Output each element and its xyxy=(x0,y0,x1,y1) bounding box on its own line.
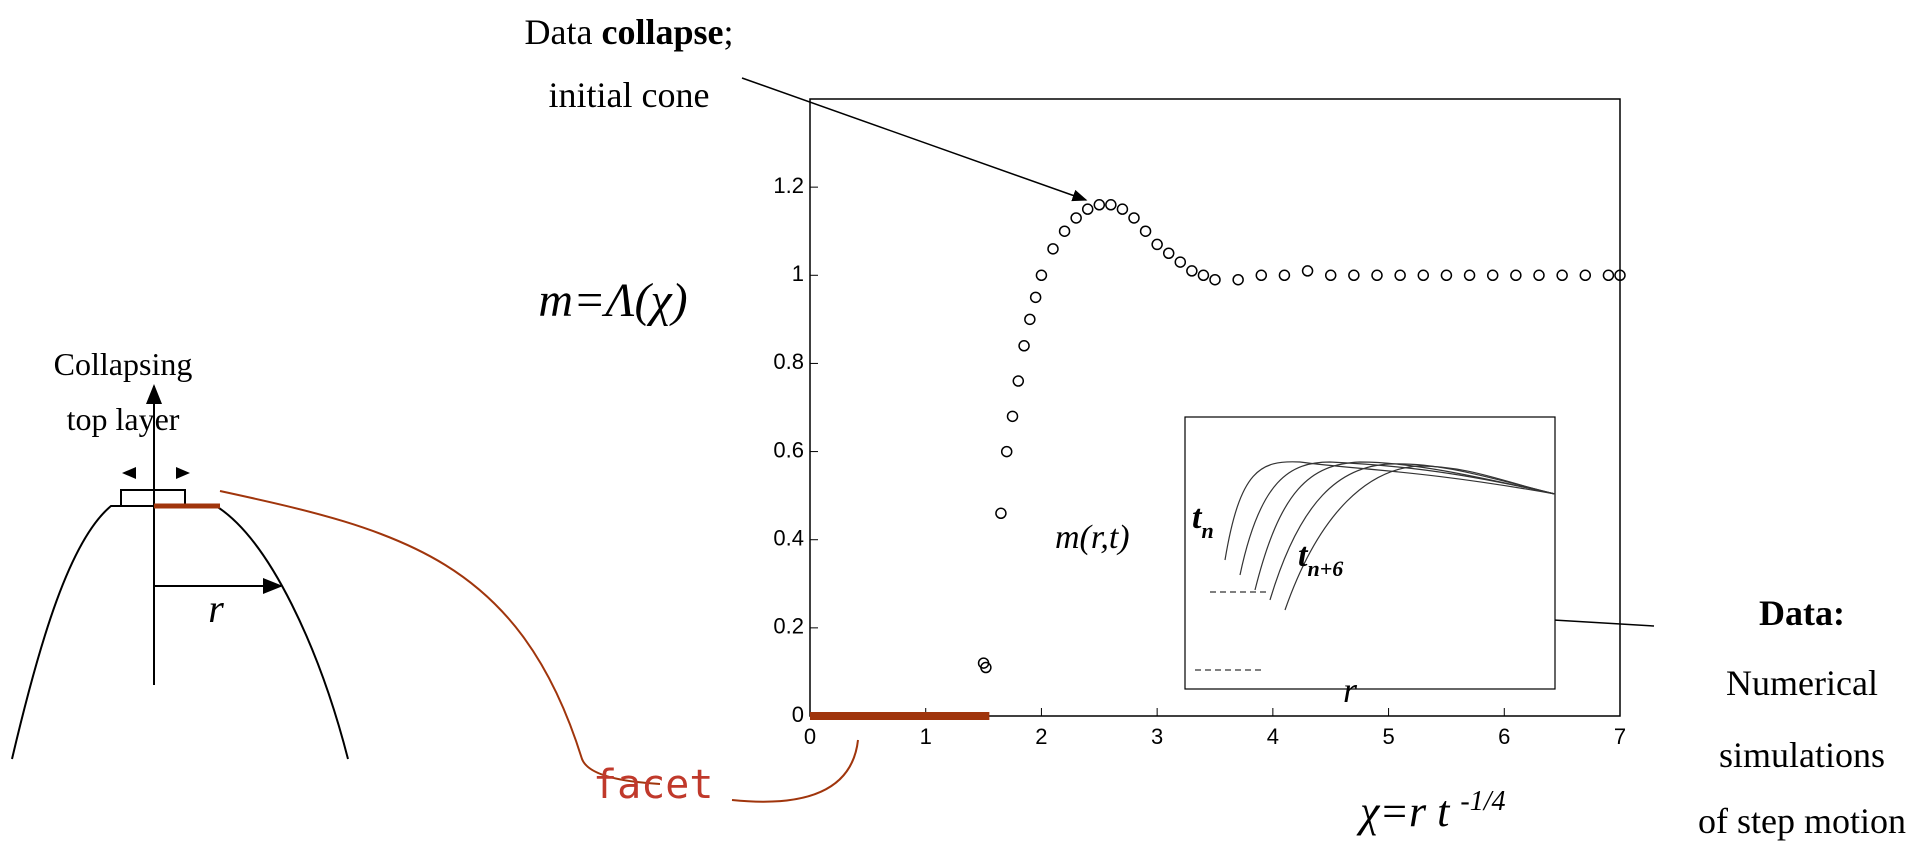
t-sub: n+6 xyxy=(1307,556,1343,581)
data-point xyxy=(1463,269,1476,282)
data-point xyxy=(1232,273,1244,286)
y-axis-label: m=Λ(χ) xyxy=(538,274,687,327)
x-tick-label: 5 xyxy=(1382,724,1394,749)
note-line: Numerical xyxy=(1726,663,1878,703)
y-tick-label: 0.6 xyxy=(773,437,804,462)
data-point xyxy=(1197,269,1210,282)
x-tick-label: 4 xyxy=(1267,724,1279,749)
x-tick-label: 0 xyxy=(804,724,816,749)
inset-label: m(r,t) xyxy=(1055,519,1130,556)
inset-curve xyxy=(1269,463,1556,601)
collapse-arrows xyxy=(122,467,190,479)
cone-diagram xyxy=(11,384,859,803)
data-point xyxy=(1093,199,1106,211)
x-tick-label: 7 xyxy=(1614,724,1626,749)
x-tick-label: 1 xyxy=(920,724,932,749)
x-tick-label: 3 xyxy=(1151,724,1163,749)
annotation-part: ; xyxy=(723,12,733,52)
t-base: t xyxy=(1298,537,1309,574)
data-point xyxy=(1139,225,1152,237)
cone-profile xyxy=(11,505,349,760)
data-point xyxy=(980,661,992,674)
radius-label: r xyxy=(208,586,224,631)
data-point xyxy=(1255,269,1268,282)
data-point xyxy=(1614,269,1626,282)
data-point xyxy=(1533,269,1545,282)
annotation: initial cone xyxy=(549,75,710,115)
facet-connector xyxy=(219,490,661,785)
data-point xyxy=(1486,269,1499,282)
annotation-part: collapse xyxy=(601,12,723,52)
t-base: t xyxy=(1192,499,1203,536)
data-point xyxy=(1058,225,1071,237)
data-point xyxy=(1081,203,1094,215)
y-tick-label: 0.4 xyxy=(773,526,804,551)
t-sub: n xyxy=(1201,518,1213,543)
plot: 0 1 2 3 4 5 6 7 0 0.2 0.4 0.6 0.8 1 1.2 xyxy=(773,173,1626,749)
data-point xyxy=(1324,269,1337,282)
data-point xyxy=(1440,269,1453,282)
data-point xyxy=(1151,238,1163,251)
y-tick-label: 1 xyxy=(792,261,804,286)
inset-curve xyxy=(1239,461,1556,576)
data-point xyxy=(1128,212,1140,224)
caption: Collapsing xyxy=(54,346,193,382)
inset-axis-label: r xyxy=(1343,670,1358,710)
note-title: Data: xyxy=(1759,593,1845,633)
inset-curve xyxy=(1284,465,1556,611)
data-point xyxy=(995,507,1007,520)
data-point xyxy=(1070,212,1082,224)
x-axis-label: χ=r t -1/4 xyxy=(1356,786,1506,836)
caption: top layer xyxy=(67,401,180,437)
data-point xyxy=(1209,273,1221,286)
y-tick-label: 0 xyxy=(792,702,804,727)
data-point xyxy=(1174,256,1187,268)
data-point xyxy=(1047,243,1059,255)
data-point xyxy=(1371,269,1383,282)
data-point xyxy=(1556,269,1568,282)
inset-frame xyxy=(1184,416,1556,690)
data-point xyxy=(1510,269,1522,282)
y-tick-label: 1.2 xyxy=(773,173,804,198)
x-tick-label: 6 xyxy=(1498,724,1510,749)
x-label-exp: -1/4 xyxy=(1460,786,1505,817)
note-line: of step motion xyxy=(1698,801,1906,841)
data-point xyxy=(1348,269,1360,282)
plot-frame xyxy=(809,98,1621,717)
data-point xyxy=(1116,203,1129,215)
facet-connector xyxy=(731,739,859,803)
facet-label: facet xyxy=(593,762,713,808)
x-label-base: χ=r t xyxy=(1356,787,1460,836)
data-point xyxy=(1602,269,1615,282)
x-tick-label: 2 xyxy=(1035,724,1047,749)
data-point xyxy=(1018,340,1030,352)
data-point xyxy=(1186,265,1198,277)
data-point xyxy=(1035,269,1048,282)
annotation: Data collapse; xyxy=(525,12,734,52)
data-point xyxy=(1278,269,1291,282)
inset-label: tn+6 xyxy=(1298,537,1343,581)
y-tick-label: 0.2 xyxy=(773,614,804,639)
data-point xyxy=(1394,269,1406,282)
data-point xyxy=(1000,445,1013,458)
note-line: simulations xyxy=(1719,735,1885,775)
y-tick-label: 0.8 xyxy=(773,349,804,374)
inset-label: tn xyxy=(1192,499,1214,543)
data-point xyxy=(1162,247,1175,259)
data-point xyxy=(1006,410,1019,423)
inset-curve xyxy=(1254,461,1556,591)
data-point xyxy=(1012,375,1025,387)
data-point xyxy=(1579,269,1592,282)
data-point xyxy=(1417,269,1430,282)
data-point xyxy=(1024,313,1036,326)
data-point xyxy=(1029,291,1042,304)
data-point xyxy=(1301,265,1314,277)
annotation-arrow xyxy=(741,77,1088,202)
annotation-part: Data xyxy=(525,12,602,52)
data-point xyxy=(1105,199,1117,211)
inset-curves xyxy=(1195,461,1556,671)
inset-markers xyxy=(1195,591,1270,671)
